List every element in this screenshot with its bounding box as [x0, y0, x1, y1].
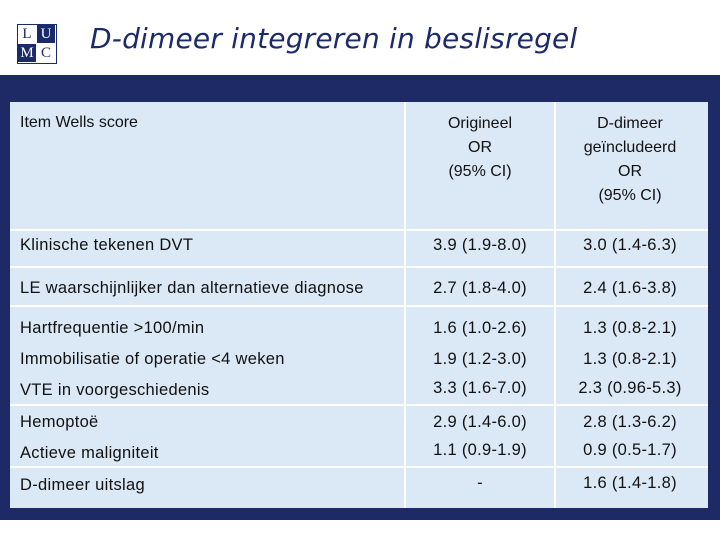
header-line: (95% CI)	[448, 163, 512, 180]
row-original-or: 1.1 (0.9-1.9)	[433, 441, 527, 459]
row-divider	[10, 266, 708, 268]
row-original-or: -	[477, 474, 483, 492]
row-ddimer-or: 2.4 (1.6-3.8)	[583, 279, 677, 297]
lumc-logo: L U M C	[17, 24, 57, 64]
header-line: OR	[618, 163, 642, 180]
row-ddimer-or: 2.8 (1.3-6.2)	[583, 413, 677, 431]
header-line: geïncludeerd	[583, 139, 677, 156]
slide-title: D-dimeer integreren in beslisregel	[90, 22, 578, 55]
row-label: D-dimeer uitslag	[20, 476, 145, 494]
logo-letter: M	[18, 44, 36, 62]
row-ddimer-or: 2.3 (0.96-5.3)	[578, 379, 682, 397]
row-original-or: 3.9 (1.9-8.0)	[433, 236, 527, 254]
row-ddimer-or: 0.9 (0.5-1.7)	[583, 441, 677, 459]
header-line: Origineel	[447, 115, 513, 132]
wells-score-table: Item Wells score Origineel OR (95% CI) D…	[10, 102, 708, 508]
header-line: OR	[468, 139, 492, 156]
logo-letter: U	[37, 25, 55, 43]
row-original-or: 1.6 (1.0-2.6)	[433, 319, 527, 337]
row-original-or: 1.9 (1.2-3.0)	[433, 350, 527, 368]
header-line: D-dimeer	[597, 115, 663, 132]
row-original-or: 2.7 (1.8-4.0)	[433, 279, 527, 297]
row-divider	[10, 229, 708, 231]
row-label: Hartfrequentie >100/min	[20, 319, 205, 337]
row-divider	[10, 305, 708, 307]
row-label: LE waarschijnlijker dan alternatieve dia…	[20, 279, 364, 297]
header-ddimer-or: D-dimeer geïncludeerd OR (95% CI)	[555, 112, 705, 208]
row-label: Actieve maligniteit	[20, 444, 159, 462]
header-item-wells-score: Item Wells score	[20, 114, 138, 131]
row-divider	[10, 404, 708, 406]
row-original-or: 2.9 (1.4-6.0)	[433, 413, 527, 431]
row-label: Klinische tekenen DVT	[20, 236, 194, 254]
row-ddimer-or: 3.0 (1.4-6.3)	[583, 236, 677, 254]
row-ddimer-or: 1.3 (0.8-2.1)	[583, 350, 677, 368]
logo-letter: C	[40, 45, 51, 61]
row-original-or: 3.3 (1.6-7.0)	[433, 379, 527, 397]
row-label: VTE in voorgeschiedenis	[20, 381, 210, 399]
row-label: Immobilisatie of operatie <4 weken	[20, 350, 285, 368]
row-ddimer-or: 1.3 (0.8-2.1)	[583, 319, 677, 337]
row-divider	[10, 466, 708, 468]
header-line: (95% CI)	[598, 187, 662, 204]
row-label: Hemoptoë	[20, 413, 99, 431]
row-ddimer-or: 1.6 (1.4-1.8)	[583, 474, 677, 492]
logo-letter: L	[22, 26, 32, 42]
header-original-or: Origineel OR (95% CI)	[405, 112, 555, 184]
